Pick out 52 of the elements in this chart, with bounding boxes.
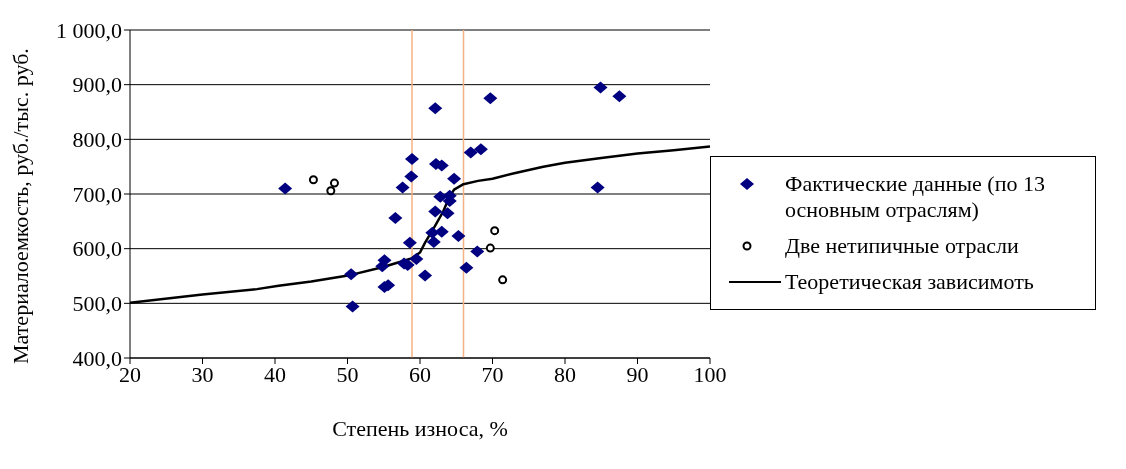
x-tick-label: 30 bbox=[191, 361, 214, 387]
point bbox=[498, 275, 508, 285]
legend-label: Фактические данные (по 13 основным отраслям) bbox=[785, 171, 1046, 223]
x-tick-label: 90 bbox=[626, 361, 649, 387]
y-tick-label: 1 000,0 bbox=[56, 17, 122, 43]
point bbox=[447, 172, 462, 185]
point bbox=[433, 190, 448, 203]
point bbox=[490, 226, 500, 236]
point bbox=[388, 212, 403, 225]
point bbox=[593, 81, 608, 94]
point bbox=[409, 253, 424, 266]
point bbox=[434, 225, 449, 238]
x-tick-label: 100 bbox=[693, 361, 727, 387]
point bbox=[426, 236, 441, 249]
point bbox=[326, 186, 336, 196]
x-tick-label: 80 bbox=[554, 361, 576, 387]
y-tick-label: 500,0 bbox=[72, 291, 122, 317]
point bbox=[483, 92, 498, 105]
legend-label: Теоретическая зависимоть bbox=[785, 269, 1034, 295]
point bbox=[428, 205, 443, 218]
point bbox=[463, 146, 478, 159]
legend-label: Две нетипичные отрасли bbox=[785, 233, 1019, 259]
y-tick-label: 700,0 bbox=[72, 181, 122, 207]
point bbox=[451, 230, 466, 243]
point bbox=[612, 90, 627, 103]
y-axis-title: Материалоемкость, руб./тыс. руб. bbox=[7, 48, 33, 364]
point bbox=[278, 182, 293, 195]
point bbox=[440, 207, 455, 220]
point bbox=[485, 243, 495, 253]
x-tick-label: 40 bbox=[264, 361, 286, 387]
point bbox=[470, 245, 485, 258]
x-tick-label: 60 bbox=[409, 361, 431, 387]
point bbox=[418, 269, 433, 282]
point bbox=[344, 268, 359, 281]
x-tick-label: 50 bbox=[336, 361, 359, 387]
point bbox=[405, 153, 420, 166]
y-tick-label: 600,0 bbox=[72, 236, 122, 262]
x-axis-title: Степень износа, % bbox=[332, 415, 508, 441]
point bbox=[590, 181, 605, 194]
y-tick-label: 800,0 bbox=[72, 127, 122, 153]
point bbox=[308, 175, 318, 185]
point bbox=[404, 170, 419, 183]
point bbox=[345, 300, 360, 313]
point bbox=[473, 143, 488, 156]
point bbox=[402, 236, 417, 249]
point bbox=[329, 178, 339, 188]
point bbox=[375, 260, 390, 273]
y-tick-label: 900,0 bbox=[72, 72, 122, 98]
x-tick-label: 70 bbox=[481, 361, 504, 387]
point bbox=[395, 181, 410, 194]
point bbox=[428, 102, 443, 115]
point bbox=[459, 261, 474, 274]
